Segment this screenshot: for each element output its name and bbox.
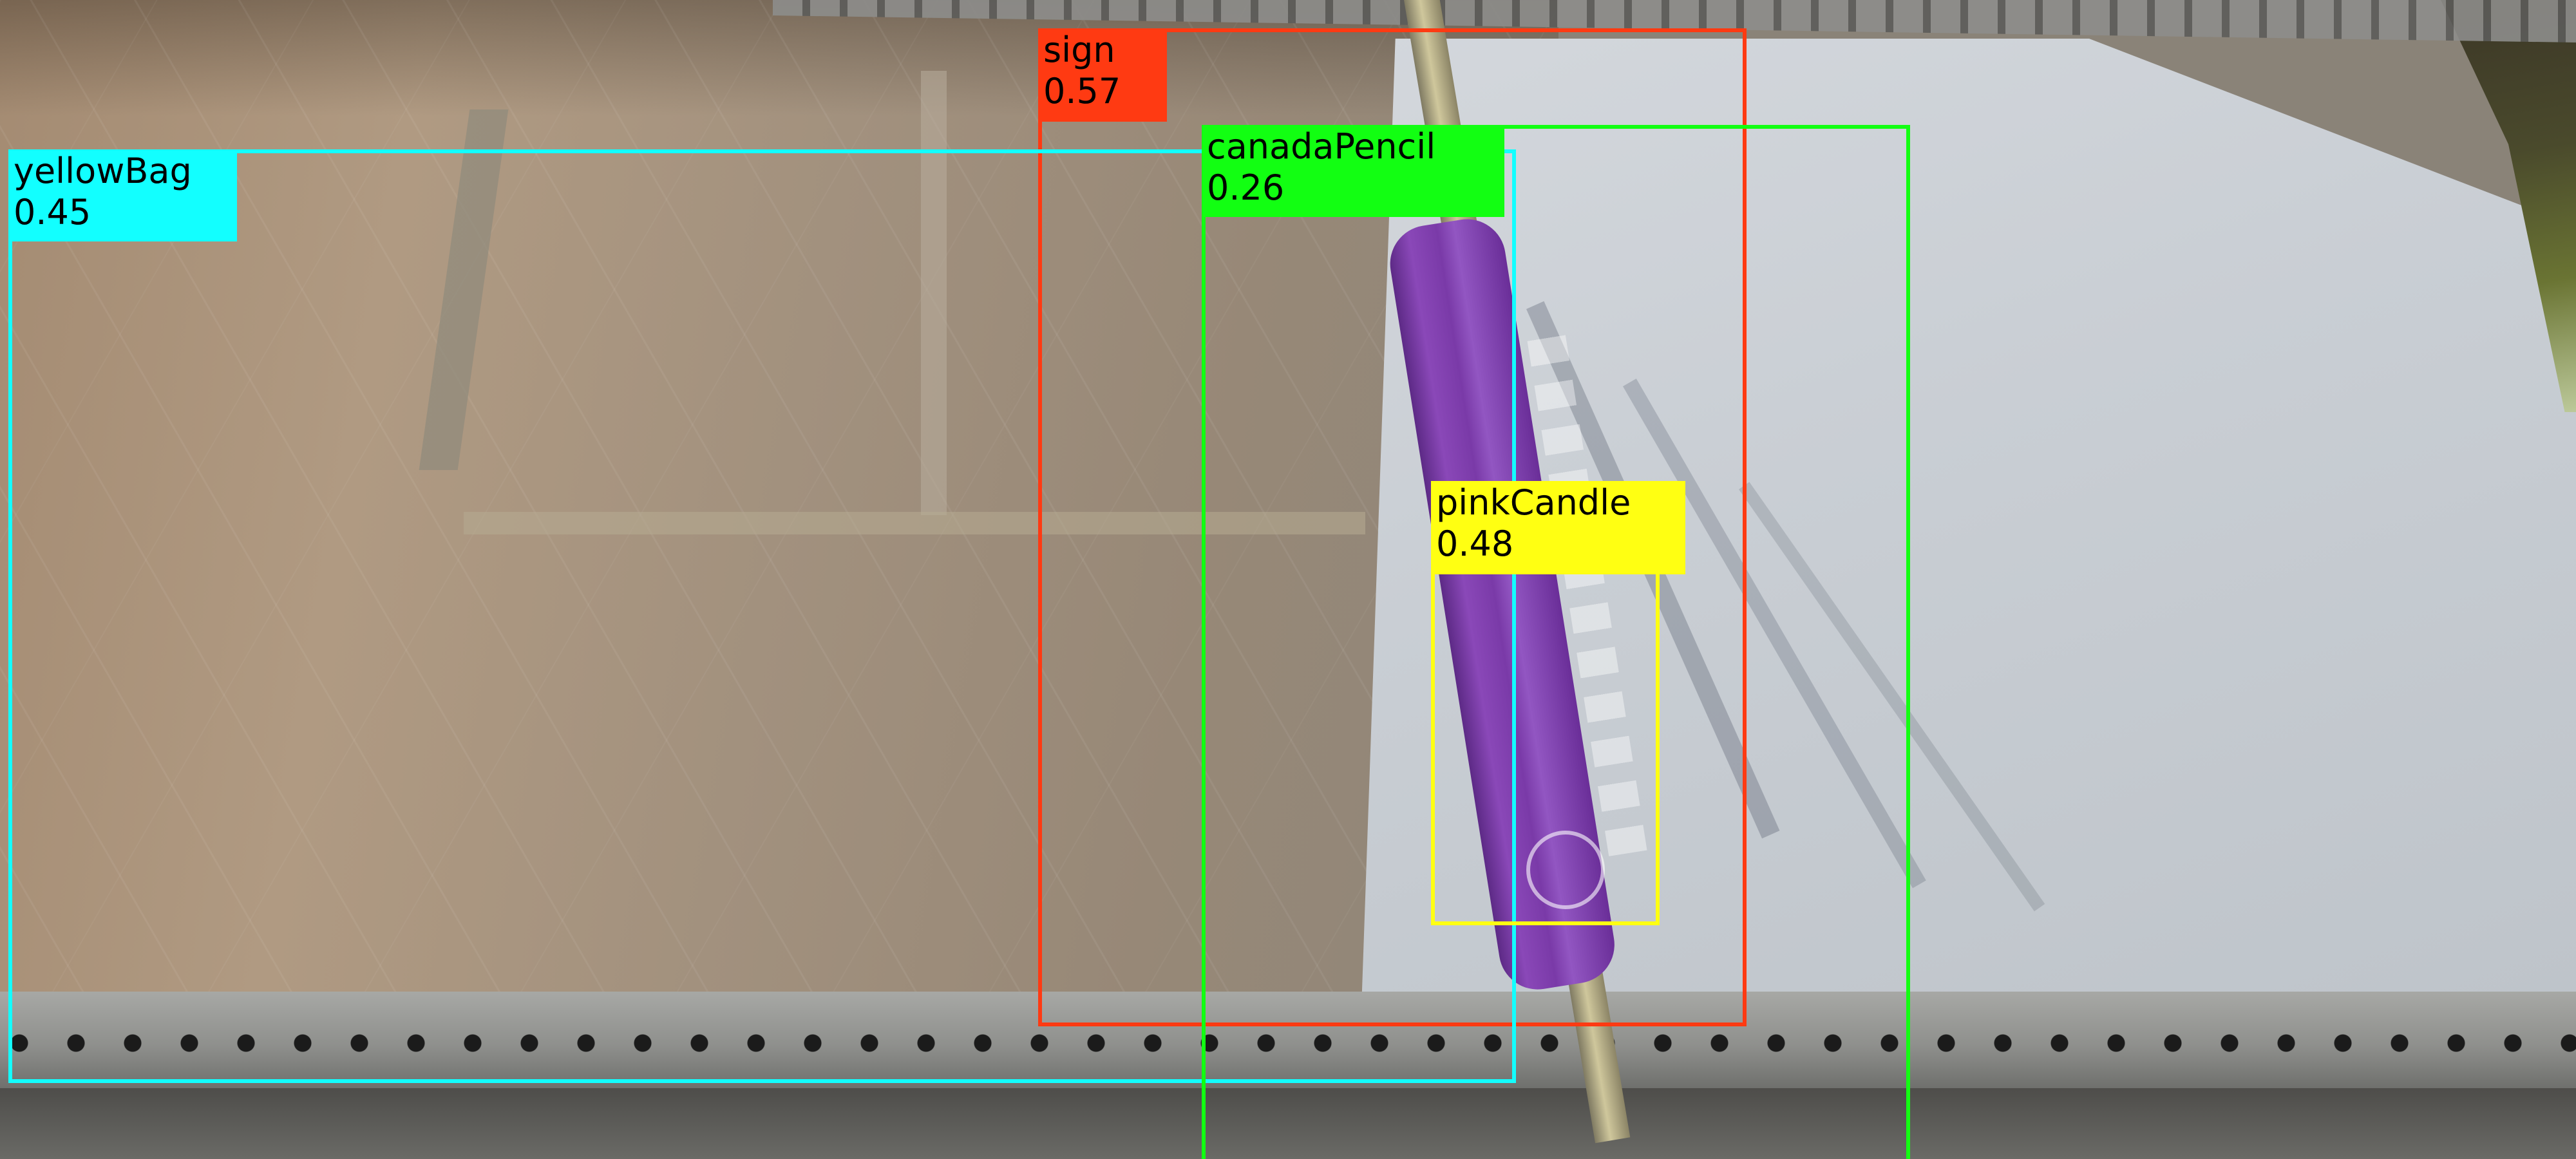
detection-label-sign: sign 0.57 xyxy=(1038,28,1167,122)
lower-rail xyxy=(0,1088,2576,1159)
detection-label-pinkcandle: pinkCandle 0.48 xyxy=(1431,481,1685,574)
detection-name: pinkCandle xyxy=(1436,482,1631,523)
stick-logo xyxy=(1526,831,1605,909)
detection-score: 0.45 xyxy=(14,192,91,232)
detection-name: yellowBag xyxy=(14,151,192,191)
detection-box-sign xyxy=(1038,28,1747,1026)
detection-score: 0.26 xyxy=(1207,167,1285,208)
detection-name: sign xyxy=(1043,30,1115,70)
detection-box-canadapencil xyxy=(1202,125,1910,1159)
tape-strip xyxy=(464,512,1365,534)
detection-box-yellowbag xyxy=(8,149,1516,1083)
detection-label-yellowbag: yellowBag 0.45 xyxy=(8,149,237,241)
tape-strip xyxy=(921,71,947,515)
detection-score: 0.57 xyxy=(1043,71,1121,111)
detection-name: canadaPencil xyxy=(1207,126,1436,167)
detection-label-canadapencil: canadaPencil 0.26 xyxy=(1202,125,1504,217)
detection-score: 0.48 xyxy=(1436,523,1514,564)
rail-holes xyxy=(0,1030,2576,1056)
